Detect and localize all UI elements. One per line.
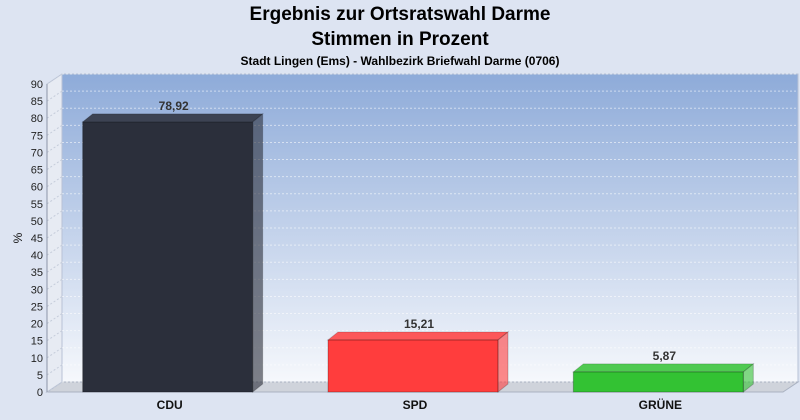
gridline-side [46,381,63,393]
gridline-side [46,364,63,376]
gridline-side [46,296,63,307]
gridline-side [46,347,63,359]
bar-grüne [573,371,744,392]
y-tick-label: 85 [31,96,43,108]
y-axis-label: % [11,232,25,243]
gridline-side [46,261,63,273]
bar-side-face [252,112,264,394]
y-tick-label: 65 [31,165,43,177]
gridline-side [46,210,63,222]
bar-top-face [571,363,755,373]
gridline-side [46,90,63,102]
bar-side-face [497,330,509,394]
y-tick-label: 20 [31,319,43,331]
y-tick-label: 60 [31,182,43,194]
y-tick-label: 5 [37,370,43,382]
gridline-side [46,244,63,256]
gridline-side [46,227,63,239]
bar-outline [327,339,499,393]
data-label: 5,87 [653,349,677,363]
bar-top-face [326,331,510,341]
bar-cdu [82,121,253,393]
y-tick-label: 75 [31,130,43,142]
bar-side-face [742,362,754,394]
data-label: 15,21 [404,317,434,331]
y-tick-label: 35 [31,267,43,279]
gridline-side [46,107,63,119]
gridline-side [46,176,63,188]
bar-outline [572,371,744,393]
data-label: 78,92 [159,99,189,113]
y-tick-label: 70 [31,147,43,159]
chart-title: Ergebnis zur Ortsratswahl Darme [249,4,551,25]
y-tick-label: 55 [31,199,43,211]
gridline-side [46,159,63,170]
chart-subtitle: Stimmen in Prozent [311,29,489,50]
gridline-side [46,193,63,205]
y-tick-label: 50 [31,216,43,228]
gridline-side [46,142,63,153]
y-tick-label: 30 [31,284,43,296]
x-tick-label: GRÜNE [639,397,682,412]
y-tick-label: 15 [31,336,43,348]
gridline-side [46,278,63,290]
y-tick-label: 45 [31,233,43,245]
y-tick-label: 0 [37,387,43,399]
gridline-side [46,313,63,324]
y-tick-label: 40 [31,250,43,262]
y-tick-label: 90 [31,79,43,91]
bar-top-face [81,113,265,123]
x-tick-label: SPD [403,398,428,412]
y-tick-label: 80 [31,113,43,125]
bar-outline [82,121,254,393]
x-tick-label: CDU [157,398,183,412]
gridline-side [46,73,63,85]
gridline-side [46,124,63,136]
y-tick-label: 10 [31,353,43,365]
chart-caption: Stadt Lingen (Ems) - Wahlbezirk Briefwah… [240,54,560,68]
gridline-side [46,330,63,342]
y-tick-label: 25 [31,301,43,313]
bar-spd [328,339,498,392]
